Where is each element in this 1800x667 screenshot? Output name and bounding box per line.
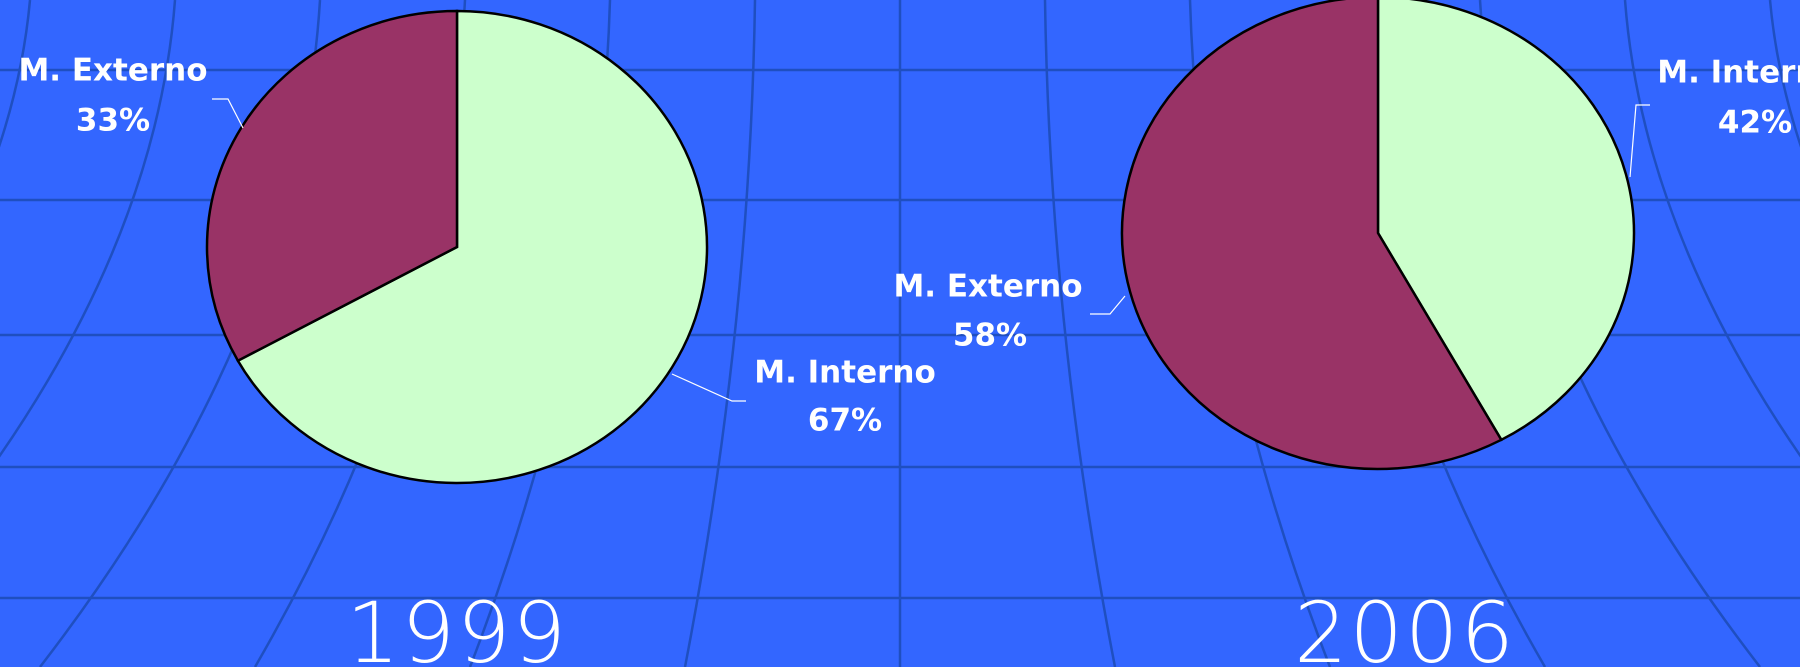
category-label: M. Interno <box>1657 55 1800 91</box>
pie-slice <box>236 9 709 485</box>
category-label: M. Externo <box>18 53 207 89</box>
value-label: 33% <box>76 103 150 139</box>
grid-line <box>0 0 177 458</box>
leader-line <box>212 98 244 129</box>
pie-slice <box>1120 0 1504 471</box>
grid-line <box>1623 0 1800 458</box>
leader-line <box>1090 295 1126 315</box>
category-label: M. Externo <box>893 269 1082 305</box>
category-label: M. Interno <box>754 355 936 391</box>
value-label: 42% <box>1718 105 1792 141</box>
pie-slice <box>1376 0 1636 442</box>
leader-line <box>1629 104 1650 178</box>
grid-line <box>1043 0 1117 667</box>
leader-line <box>671 373 746 402</box>
grid-line <box>1768 0 1800 148</box>
grid-line <box>0 0 32 148</box>
chart-title: 2006 <box>1294 584 1516 667</box>
value-label: 58% <box>953 318 1027 354</box>
chart-title: 1999 <box>346 584 568 667</box>
grid-line <box>683 0 757 667</box>
value-label: 67% <box>808 403 882 439</box>
pies <box>205 0 1636 485</box>
